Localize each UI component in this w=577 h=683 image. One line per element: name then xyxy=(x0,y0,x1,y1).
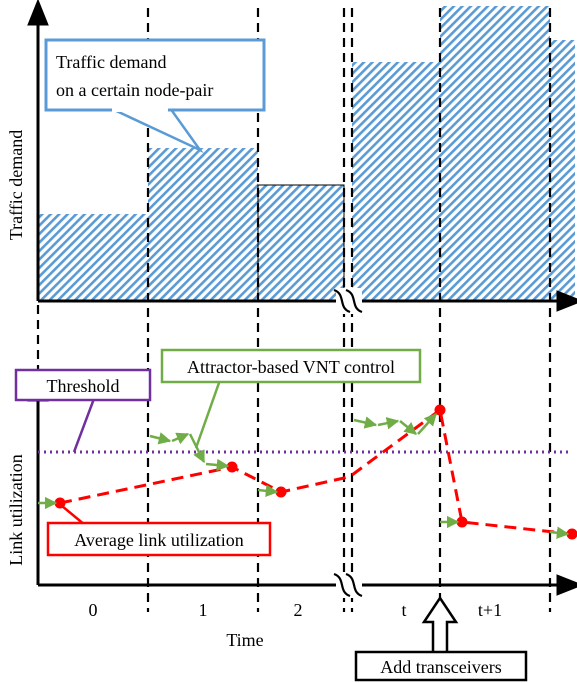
traffic-bar-1 xyxy=(148,148,258,301)
attractor-arrow xyxy=(257,484,279,498)
attractor-arrow xyxy=(205,458,230,472)
attractor-label: Attractor-based VNT control xyxy=(187,357,395,377)
threshold-callout: Threshold xyxy=(14,368,152,453)
avg-point xyxy=(566,528,577,540)
traffic-demand-callout: Traffic demand on a certain node-pair xyxy=(44,38,266,154)
period-labels: 0 1 2 t t+1 xyxy=(89,600,503,620)
traffic-bars xyxy=(38,6,575,302)
attractor-arrow xyxy=(377,417,400,430)
attractor-callout: Attractor-based VNT control xyxy=(160,348,422,449)
axes xyxy=(27,0,577,596)
period-label-1: 1 xyxy=(199,600,208,620)
x-axis-label: Time xyxy=(226,630,263,650)
period-label-t: t xyxy=(401,600,406,620)
add-transceivers-callout: Add transceivers xyxy=(354,595,528,682)
average-label: Average link utilization xyxy=(74,530,244,550)
attractor-arrow xyxy=(549,526,570,539)
avg-point xyxy=(434,404,446,416)
traffic-bar-0 xyxy=(38,214,148,301)
average-utilization-points xyxy=(54,404,577,540)
axis-break-bottom xyxy=(333,572,363,598)
bottom-y-axis-label: Link utilization xyxy=(6,454,26,565)
top-y-axis-label: Traffic demand xyxy=(6,130,26,240)
average-callout: Average link utilization xyxy=(46,505,272,557)
attractor-arrow xyxy=(353,416,378,429)
attractor-arrow xyxy=(149,432,172,445)
period-label-0: 0 xyxy=(89,600,98,620)
traffic-callout-line2: on a certain node-pair xyxy=(56,80,213,100)
up-arrow-icon xyxy=(421,595,459,656)
attractor-arrow xyxy=(417,413,437,435)
traffic-bar-2 xyxy=(257,184,345,302)
axis-break-top xyxy=(333,288,363,314)
add-transceivers-label: Add transceivers xyxy=(380,657,501,677)
attractor-arrow xyxy=(171,432,190,445)
traffic-bar-t1 xyxy=(440,6,550,301)
threshold-label: Threshold xyxy=(47,376,120,396)
period-label-t1: t+1 xyxy=(478,600,502,620)
traffic-bar-t1-tail xyxy=(550,40,575,301)
traffic-callout-line1: Traffic demand xyxy=(56,52,166,72)
avg-point xyxy=(456,516,468,528)
average-utilization-line xyxy=(59,407,573,536)
avg-point xyxy=(226,461,238,473)
traffic-bar-t xyxy=(352,62,440,301)
attractor-arrow xyxy=(399,420,417,435)
period-label-2: 2 xyxy=(294,600,303,620)
attractor-control-arrows xyxy=(38,413,570,539)
avg-point xyxy=(275,486,287,498)
